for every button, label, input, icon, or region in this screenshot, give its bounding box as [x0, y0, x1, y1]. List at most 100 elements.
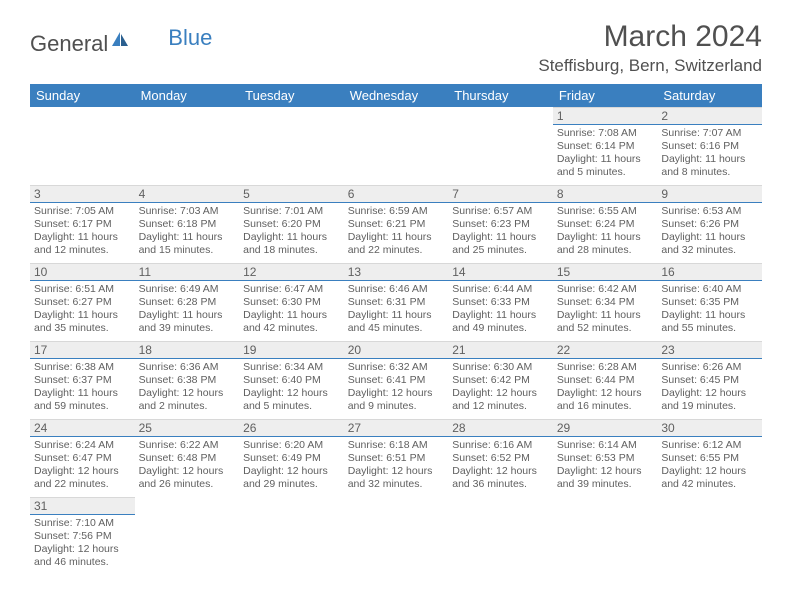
day-details: Sunrise: 6:42 AMSunset: 6:34 PMDaylight:…: [553, 281, 658, 340]
weekday-header: Wednesday: [344, 84, 449, 107]
sunrise: Sunrise: 6:53 AM: [661, 205, 758, 218]
day-number: 14: [448, 263, 553, 281]
daylight: Daylight: 11 hours and 22 minutes.: [348, 231, 445, 257]
sunrise: Sunrise: 6:18 AM: [348, 439, 445, 452]
calendar-cell: [135, 497, 240, 575]
sunset: Sunset: 7:56 PM: [34, 530, 131, 543]
calendar-cell: 4Sunrise: 7:03 AMSunset: 6:18 PMDaylight…: [135, 185, 240, 263]
calendar-cell: 21Sunrise: 6:30 AMSunset: 6:42 PMDayligh…: [448, 341, 553, 419]
sunset: Sunset: 6:47 PM: [34, 452, 131, 465]
day-details: Sunrise: 7:07 AMSunset: 6:16 PMDaylight:…: [657, 125, 762, 184]
sunset: Sunset: 6:21 PM: [348, 218, 445, 231]
sunset: Sunset: 6:27 PM: [34, 296, 131, 309]
day-number: 22: [553, 341, 658, 359]
calendar-cell: 8Sunrise: 6:55 AMSunset: 6:24 PMDaylight…: [553, 185, 658, 263]
day-details: Sunrise: 6:22 AMSunset: 6:48 PMDaylight:…: [135, 437, 240, 496]
weekday-header: Thursday: [448, 84, 553, 107]
sunset: Sunset: 6:24 PM: [557, 218, 654, 231]
daylight: Daylight: 11 hours and 25 minutes.: [452, 231, 549, 257]
calendar-cell: 27Sunrise: 6:18 AMSunset: 6:51 PMDayligh…: [344, 419, 449, 497]
day-number: 27: [344, 419, 449, 437]
daylight: Daylight: 11 hours and 55 minutes.: [661, 309, 758, 335]
sunset: Sunset: 6:17 PM: [34, 218, 131, 231]
sunrise: Sunrise: 6:51 AM: [34, 283, 131, 296]
calendar-cell: 30Sunrise: 6:12 AMSunset: 6:55 PMDayligh…: [657, 419, 762, 497]
sunset: Sunset: 6:41 PM: [348, 374, 445, 387]
sunset: Sunset: 6:40 PM: [243, 374, 340, 387]
sunset: Sunset: 6:37 PM: [34, 374, 131, 387]
sunrise: Sunrise: 6:12 AM: [661, 439, 758, 452]
daylight: Daylight: 11 hours and 12 minutes.: [34, 231, 131, 257]
daylight: Daylight: 11 hours and 5 minutes.: [557, 153, 654, 179]
calendar-cell: 19Sunrise: 6:34 AMSunset: 6:40 PMDayligh…: [239, 341, 344, 419]
daylight: Daylight: 11 hours and 8 minutes.: [661, 153, 758, 179]
sunset: Sunset: 6:23 PM: [452, 218, 549, 231]
sunrise: Sunrise: 6:40 AM: [661, 283, 758, 296]
daylight: Daylight: 12 hours and 29 minutes.: [243, 465, 340, 491]
daylight: Daylight: 11 hours and 35 minutes.: [34, 309, 131, 335]
sunset: Sunset: 6:34 PM: [557, 296, 654, 309]
day-number: 1: [553, 107, 658, 125]
sunrise: Sunrise: 7:08 AM: [557, 127, 654, 140]
calendar-cell: [135, 107, 240, 185]
daylight: Daylight: 12 hours and 19 minutes.: [661, 387, 758, 413]
sunset: Sunset: 6:33 PM: [452, 296, 549, 309]
sunrise: Sunrise: 6:14 AM: [557, 439, 654, 452]
day-details: Sunrise: 6:20 AMSunset: 6:49 PMDaylight:…: [239, 437, 344, 496]
day-details: Sunrise: 6:38 AMSunset: 6:37 PMDaylight:…: [30, 359, 135, 418]
day-number: 7: [448, 185, 553, 203]
calendar-cell: 3 Sunrise: 7:05 AMSunset: 6:17 PMDaylight…: [30, 185, 135, 263]
sunrise: Sunrise: 6:44 AM: [452, 283, 549, 296]
day-number: 3: [30, 185, 135, 203]
day-number: 31: [30, 497, 135, 515]
sunrise: Sunrise: 7:10 AM: [34, 517, 131, 530]
day-details: Sunrise: 6:34 AMSunset: 6:40 PMDaylight:…: [239, 359, 344, 418]
calendar-cell: [30, 107, 135, 185]
sunset: Sunset: 6:14 PM: [557, 140, 654, 153]
day-details: Sunrise: 6:14 AMSunset: 6:53 PMDaylight:…: [553, 437, 658, 496]
calendar-cell: 12Sunrise: 6:47 AMSunset: 6:30 PMDayligh…: [239, 263, 344, 341]
day-details: Sunrise: 7:10 AMSunset: 7:56 PMDaylight:…: [30, 515, 135, 574]
daylight: Daylight: 12 hours and 16 minutes.: [557, 387, 654, 413]
sunrise: Sunrise: 6:49 AM: [139, 283, 236, 296]
daylight: Daylight: 12 hours and 12 minutes.: [452, 387, 549, 413]
day-number: 5: [239, 185, 344, 203]
weekday-header: Monday: [135, 84, 240, 107]
sunset: Sunset: 6:18 PM: [139, 218, 236, 231]
sunrise: Sunrise: 6:55 AM: [557, 205, 654, 218]
sunrise: Sunrise: 6:30 AM: [452, 361, 549, 374]
daylight: Daylight: 11 hours and 28 minutes.: [557, 231, 654, 257]
day-details: Sunrise: 6:16 AMSunset: 6:52 PMDaylight:…: [448, 437, 553, 496]
sunset: Sunset: 6:49 PM: [243, 452, 340, 465]
day-details: Sunrise: 6:47 AMSunset: 6:30 PMDaylight:…: [239, 281, 344, 340]
calendar-cell: 29Sunrise: 6:14 AMSunset: 6:53 PMDayligh…: [553, 419, 658, 497]
daylight: Daylight: 12 hours and 2 minutes.: [139, 387, 236, 413]
day-number: 13: [344, 263, 449, 281]
daylight: Daylight: 11 hours and 59 minutes.: [34, 387, 131, 413]
day-number: 28: [448, 419, 553, 437]
sunset: Sunset: 6:42 PM: [452, 374, 549, 387]
daylight: Daylight: 12 hours and 5 minutes.: [243, 387, 340, 413]
calendar-cell: 18Sunrise: 6:36 AMSunset: 6:38 PMDayligh…: [135, 341, 240, 419]
daylight: Daylight: 11 hours and 45 minutes.: [348, 309, 445, 335]
sunset: Sunset: 6:44 PM: [557, 374, 654, 387]
day-details: Sunrise: 6:12 AMSunset: 6:55 PMDaylight:…: [657, 437, 762, 496]
calendar-cell: 10Sunrise: 6:51 AMSunset: 6:27 PMDayligh…: [30, 263, 135, 341]
sunrise: Sunrise: 7:05 AM: [34, 205, 131, 218]
day-details: Sunrise: 6:51 AMSunset: 6:27 PMDaylight:…: [30, 281, 135, 340]
calendar-cell: 14Sunrise: 6:44 AMSunset: 6:33 PMDayligh…: [448, 263, 553, 341]
day-details: Sunrise: 6:55 AMSunset: 6:24 PMDaylight:…: [553, 203, 658, 262]
sunrise: Sunrise: 6:47 AM: [243, 283, 340, 296]
sunrise: Sunrise: 7:07 AM: [661, 127, 758, 140]
sunrise: Sunrise: 6:46 AM: [348, 283, 445, 296]
sunset: Sunset: 6:35 PM: [661, 296, 758, 309]
day-number: 9: [657, 185, 762, 203]
sunrise: Sunrise: 6:22 AM: [139, 439, 236, 452]
day-number: 25: [135, 419, 240, 437]
daylight: Daylight: 12 hours and 26 minutes.: [139, 465, 236, 491]
calendar-cell: 13 Sunrise: 6:46 AMSunset: 6:31 PMDayligh…: [344, 263, 449, 341]
calendar-cell: 5Sunrise: 7:01 AMSunset: 6:20 PMDaylight…: [239, 185, 344, 263]
sunset: Sunset: 6:31 PM: [348, 296, 445, 309]
daylight: Daylight: 11 hours and 52 minutes.: [557, 309, 654, 335]
calendar-cell: 16Sunrise: 6:40 AMSunset: 6:35 PMDayligh…: [657, 263, 762, 341]
